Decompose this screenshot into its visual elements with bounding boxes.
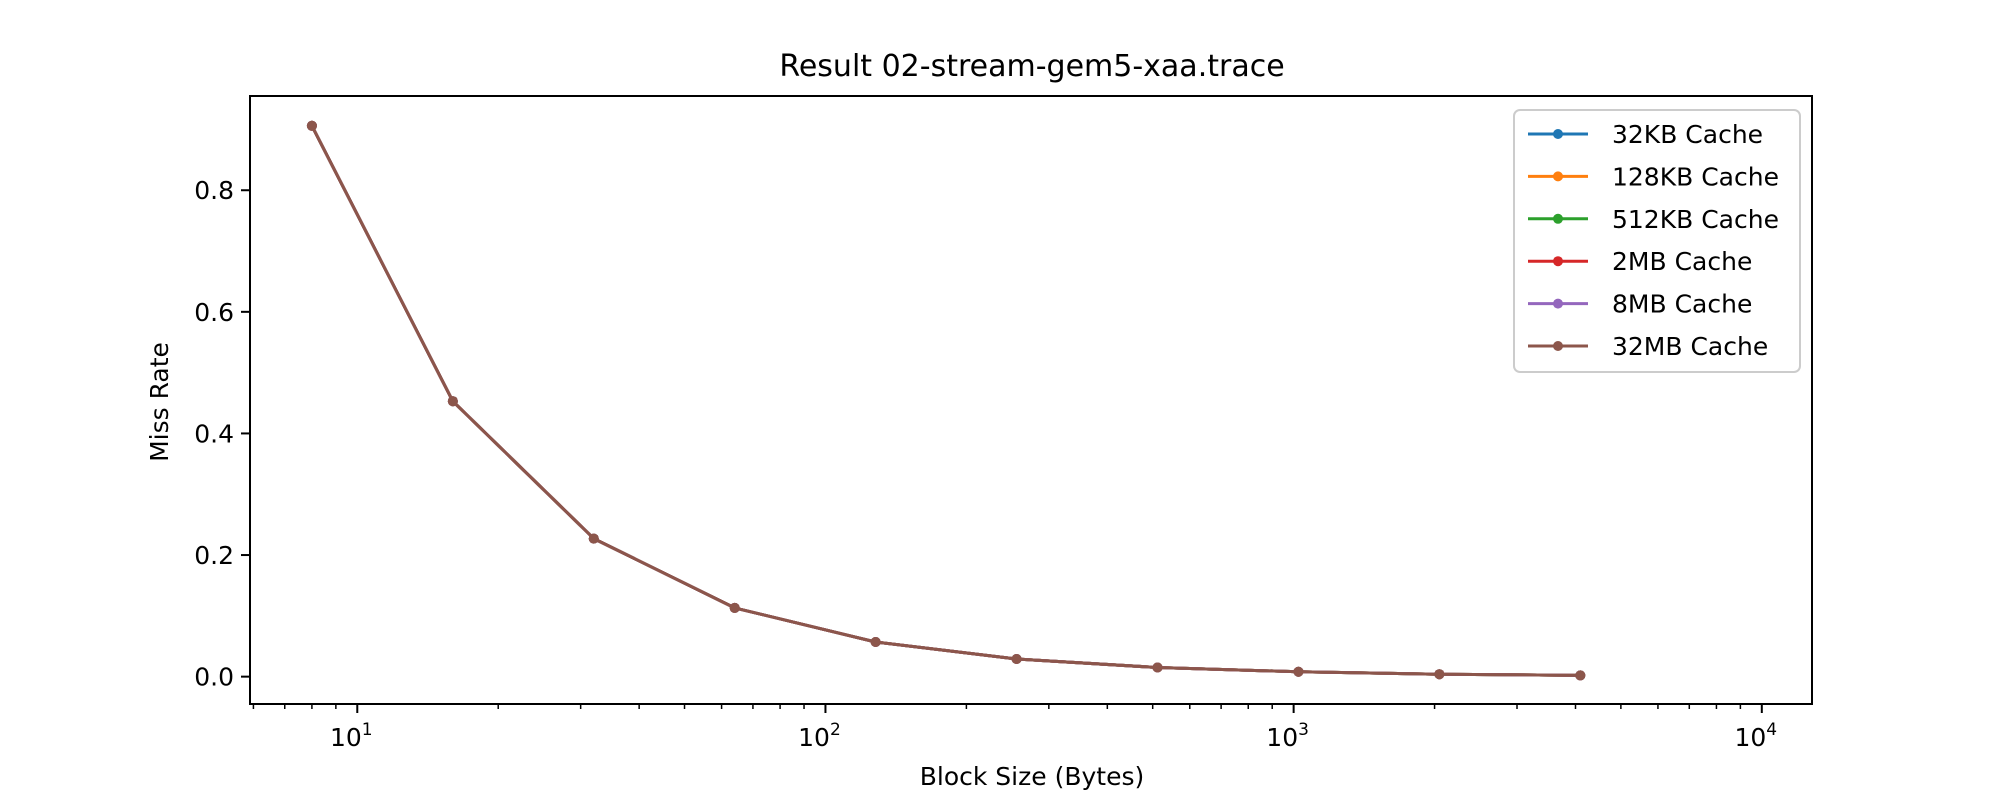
data-point bbox=[1434, 669, 1445, 680]
legend-marker bbox=[1553, 171, 1563, 182]
data-point bbox=[447, 396, 458, 407]
y-tick-label: 0.8 bbox=[194, 176, 234, 205]
data-point bbox=[1575, 670, 1586, 681]
series-layer bbox=[306, 120, 1586, 681]
data-point bbox=[729, 602, 740, 613]
data-point bbox=[588, 533, 599, 544]
chart-title: Result 02-stream-gem5-xaa.trace bbox=[779, 49, 1284, 84]
series-line bbox=[310, 125, 1581, 677]
legend-entry: 32MB Cache bbox=[1528, 332, 1768, 361]
legend-marker bbox=[1553, 256, 1563, 267]
legend-entry: 32KB Cache bbox=[1528, 120, 1763, 149]
y-axis-label: Miss Rate bbox=[145, 342, 174, 462]
legend-entry: 512KB Cache bbox=[1528, 205, 1779, 234]
x-axis: 101 102 103 104 bbox=[252, 704, 1777, 752]
legend-marker bbox=[1553, 129, 1563, 139]
legend: 32KB Cache 128KB Cache 512KB Cache 2MB Cach… bbox=[1513, 109, 1801, 373]
legend-entry: 128KB Cache bbox=[1528, 162, 1779, 191]
data-point bbox=[870, 636, 881, 647]
data-point bbox=[306, 120, 317, 131]
legend-marker bbox=[1553, 213, 1563, 224]
data-point bbox=[1011, 654, 1022, 665]
data-point bbox=[1152, 662, 1163, 673]
y-tick-label: 0.0 bbox=[194, 663, 234, 692]
legend-entry: 8MB Cache bbox=[1528, 290, 1752, 319]
legend-marker bbox=[1553, 298, 1563, 309]
legend-label: 32MB Cache bbox=[1612, 332, 1768, 361]
legend-label: 32KB Cache bbox=[1612, 120, 1763, 149]
legend-label: 512KB Cache bbox=[1612, 205, 1779, 234]
y-tick-label: 0.2 bbox=[194, 541, 234, 570]
y-tick-label: 0.6 bbox=[194, 298, 234, 327]
series-6 bbox=[306, 120, 1586, 681]
plot-frame bbox=[249, 95, 1813, 705]
legend-label: 8MB Cache bbox=[1612, 290, 1752, 319]
data-point bbox=[1293, 666, 1304, 677]
y-tick-label: 0.4 bbox=[194, 419, 234, 448]
legend-label: 128KB Cache bbox=[1612, 162, 1779, 191]
x-tick-label: 104 bbox=[1734, 720, 1777, 752]
x-axis-label: Block Size (Bytes) bbox=[920, 762, 1145, 791]
y-axis: 0.0 0.2 0.4 0.6 0.8 bbox=[194, 176, 250, 692]
x-tick-label: 101 bbox=[330, 720, 373, 752]
legend-label: 2MB Cache bbox=[1612, 247, 1752, 276]
x-tick-label: 103 bbox=[1266, 720, 1309, 752]
legend-marker bbox=[1553, 341, 1563, 351]
legend-entry: 2MB Cache bbox=[1528, 247, 1752, 276]
x-tick-label: 102 bbox=[798, 720, 841, 752]
